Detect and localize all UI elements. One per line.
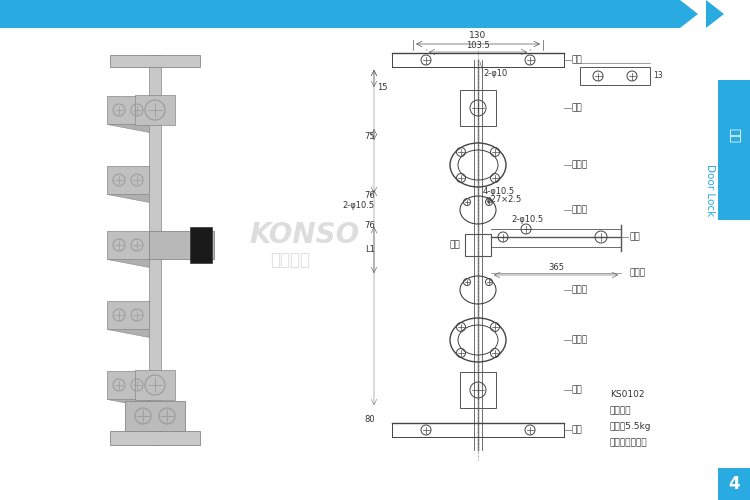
- Text: 365: 365: [548, 262, 564, 272]
- Bar: [135, 95, 175, 125]
- Text: 2-φ10.5: 2-φ10.5: [511, 216, 543, 224]
- Bar: [107, 301, 149, 329]
- Polygon shape: [706, 0, 724, 28]
- Text: 2-φ10: 2-φ10: [483, 68, 507, 78]
- Text: 4-φ10.5: 4-φ10.5: [483, 186, 515, 196]
- Text: 15: 15: [377, 83, 388, 92]
- Polygon shape: [107, 399, 149, 407]
- Text: 门锁: 门锁: [728, 128, 740, 142]
- Text: 大托架: 大托架: [572, 336, 588, 344]
- Text: KONSO: KONSO: [250, 221, 360, 249]
- Text: φ27×2.5: φ27×2.5: [486, 196, 522, 204]
- Text: 坤映金属: 坤映金属: [270, 251, 310, 269]
- Text: 横座: 横座: [572, 426, 583, 434]
- Text: 手柄: 手柄: [629, 232, 640, 241]
- Polygon shape: [107, 329, 149, 337]
- Bar: [465, 234, 491, 256]
- Polygon shape: [107, 259, 149, 267]
- Bar: [718, 468, 750, 500]
- Bar: [149, 55, 161, 445]
- Text: 小托架: 小托架: [572, 206, 588, 214]
- Bar: [149, 231, 214, 259]
- Text: 4: 4: [728, 475, 740, 493]
- Text: 13: 13: [653, 72, 663, 80]
- Text: 103.5: 103.5: [466, 41, 490, 50]
- Polygon shape: [107, 124, 149, 132]
- Text: 75: 75: [364, 132, 375, 141]
- Bar: [107, 166, 149, 194]
- Text: 横头: 横头: [572, 386, 583, 394]
- Bar: [107, 231, 149, 259]
- Bar: [110, 431, 200, 445]
- Text: 大托架: 大托架: [572, 160, 588, 170]
- Text: L1: L1: [365, 246, 375, 254]
- Text: 门锁: 门锁: [648, 4, 675, 24]
- Text: 130: 130: [470, 31, 487, 40]
- Text: 76: 76: [364, 220, 375, 230]
- Bar: [135, 370, 175, 400]
- Bar: [460, 372, 496, 408]
- Bar: [107, 96, 149, 124]
- Bar: [125, 401, 185, 431]
- Bar: [580, 67, 650, 85]
- Text: 重量：5.5kg: 重量：5.5kg: [610, 422, 652, 431]
- Text: 材质：钢: 材质：钢: [610, 406, 632, 415]
- Bar: [460, 90, 496, 126]
- Text: KS0102: KS0102: [610, 390, 644, 399]
- Bar: [0, 0, 680, 28]
- Text: 小托架: 小托架: [572, 286, 588, 294]
- Text: 76: 76: [364, 190, 375, 200]
- Text: 横座: 横座: [572, 56, 583, 64]
- Bar: [110, 55, 200, 67]
- Text: 横头: 横头: [572, 104, 583, 112]
- Polygon shape: [107, 194, 149, 202]
- Polygon shape: [680, 0, 698, 28]
- Text: 2-φ10.5: 2-φ10.5: [342, 200, 374, 209]
- Bar: [718, 80, 750, 220]
- Text: 表面处理：镀锌: 表面处理：镀锌: [610, 438, 647, 447]
- Text: Door Lock: Door Lock: [705, 164, 715, 216]
- Bar: [107, 371, 149, 399]
- Text: 方块: 方块: [449, 240, 460, 250]
- Bar: [190, 227, 212, 263]
- Text: 手柄座: 手柄座: [629, 268, 645, 278]
- Text: 80: 80: [364, 416, 375, 424]
